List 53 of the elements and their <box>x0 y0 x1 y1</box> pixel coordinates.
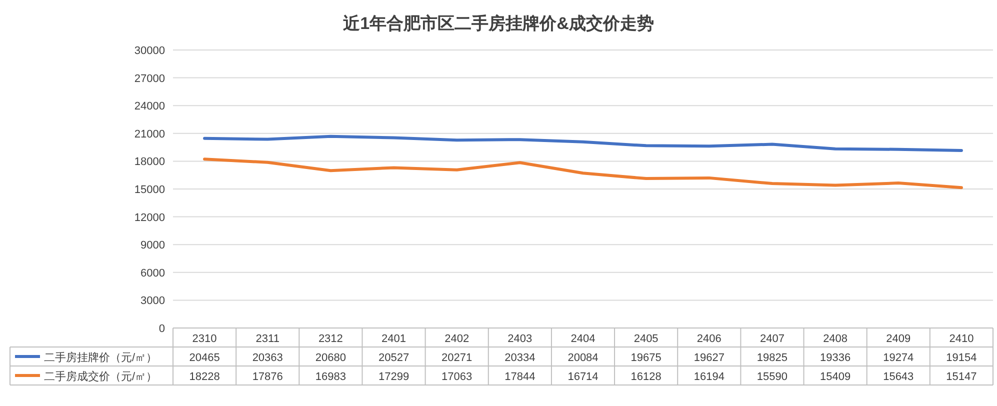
x-tick-label: 2311 <box>256 333 280 345</box>
data-label: 19336 <box>820 352 851 364</box>
x-tick-label: 2401 <box>382 333 406 345</box>
data-label: 16714 <box>568 371 598 383</box>
y-tick-label: 3000 <box>140 295 165 308</box>
y-tick-label: 21000 <box>134 128 165 140</box>
y-tick-label: 24000 <box>134 100 165 113</box>
x-tick-label: 2406 <box>696 333 722 345</box>
data-label: 15590 <box>756 371 788 383</box>
data-label: 20363 <box>252 352 283 364</box>
legend-label: 二手房挂牌价（元/㎡） <box>44 351 158 364</box>
data-label: 20334 <box>504 352 536 364</box>
data-label: 20465 <box>189 352 220 364</box>
x-tick-label: 2404 <box>570 333 596 345</box>
x-tick-label: 2409 <box>886 333 911 345</box>
x-tick-label: 2410 <box>949 333 974 345</box>
data-label: 19274 <box>883 352 914 364</box>
data-label: 19627 <box>694 352 724 364</box>
data-label: 16983 <box>315 371 346 383</box>
data-label: 19825 <box>756 352 788 364</box>
data-label: 20527 <box>378 352 410 364</box>
y-tick-label: 6000 <box>140 267 165 280</box>
x-tick-label: 2402 <box>444 333 470 345</box>
x-tick-label: 2408 <box>823 333 848 345</box>
data-label: 20680 <box>315 352 346 364</box>
y-tick-label: 9000 <box>140 240 165 252</box>
x-tick-label: 2312 <box>318 333 343 345</box>
data-label: 16128 <box>630 371 662 383</box>
data-label: 17299 <box>378 371 410 383</box>
data-label: 19675 <box>630 352 662 364</box>
x-tick-label: 2310 <box>192 333 217 345</box>
data-label: 17876 <box>252 371 283 383</box>
y-tick-label: 18000 <box>134 156 165 168</box>
data-label: 18228 <box>189 371 220 383</box>
legend-label: 二手房成交价（元/㎡） <box>44 370 158 383</box>
data-label: 20271 <box>442 352 472 364</box>
data-label: 15643 <box>883 371 914 383</box>
data-label: 16194 <box>694 371 724 383</box>
y-tick-label: 27000 <box>134 72 165 85</box>
data-label: 20084 <box>568 352 598 364</box>
y-tick-label: 15000 <box>134 184 165 196</box>
data-label: 19154 <box>946 352 977 364</box>
y-tick-label: 0 <box>158 323 165 335</box>
data-label: 17063 <box>442 371 472 383</box>
x-tick-label: 2403 <box>508 333 532 345</box>
y-tick-label: 30000 <box>134 45 165 57</box>
data-label: 15147 <box>946 371 977 383</box>
data-label: 15409 <box>820 371 851 383</box>
chart-title: 近1年合肥市区二手房挂牌价&成交价走势 <box>342 14 654 33</box>
data-label: 17844 <box>504 371 536 383</box>
x-tick-label: 2407 <box>760 333 784 345</box>
y-tick-label: 12000 <box>134 212 165 224</box>
x-tick-label: 2405 <box>634 333 658 345</box>
